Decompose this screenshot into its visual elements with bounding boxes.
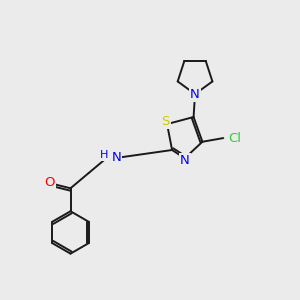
Text: O: O bbox=[45, 176, 55, 189]
Text: N: N bbox=[112, 151, 121, 164]
Text: N: N bbox=[180, 154, 190, 167]
Text: Cl: Cl bbox=[229, 132, 242, 145]
Text: S: S bbox=[161, 115, 170, 128]
Text: H: H bbox=[100, 150, 109, 160]
Text: N: N bbox=[190, 88, 200, 100]
